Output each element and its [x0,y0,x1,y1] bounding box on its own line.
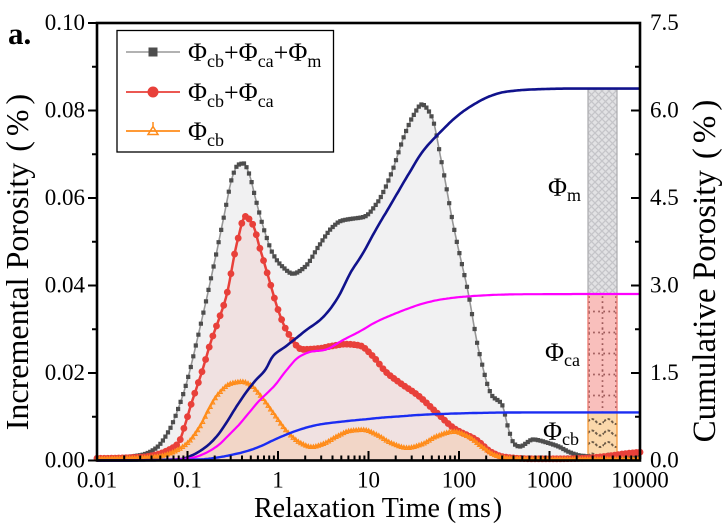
svg-text:0.04: 0.04 [45,273,86,298]
svg-text:0.10: 0.10 [45,10,85,35]
svg-text:1: 1 [272,468,284,493]
svg-text:0.08: 0.08 [45,98,85,123]
svg-text:Relaxation Time(ms): Relaxation Time (ms) [254,493,502,524]
svg-text:0.1: 0.1 [173,468,202,493]
svg-text:0.01: 0.01 [77,468,117,493]
svg-text:100: 100 [442,468,477,493]
svg-text:6.0: 6.0 [650,98,679,123]
svg-text:0.02: 0.02 [45,360,85,385]
svg-text:3.0: 3.0 [650,273,679,298]
svg-text:7.5: 7.5 [650,10,679,35]
svg-text:0.00: 0.00 [45,448,85,473]
svg-text:a.: a. [8,16,31,51]
svg-text:10: 10 [357,468,380,493]
svg-text:0.06: 0.06 [45,185,85,210]
svg-text:Φcb: Φcb [188,117,224,150]
svg-text:Cumulative Porosity(%): Cumulative Porosity(%) [687,100,723,443]
svg-text:0.0: 0.0 [650,448,679,473]
svg-text:4.5: 4.5 [650,185,679,210]
svg-text:1000: 1000 [527,468,573,493]
svg-text:10000: 10000 [611,468,669,493]
svg-text:1.5: 1.5 [650,360,679,385]
svg-text:Incremental Porosity(%): Incremental Porosity(%) [0,94,35,430]
